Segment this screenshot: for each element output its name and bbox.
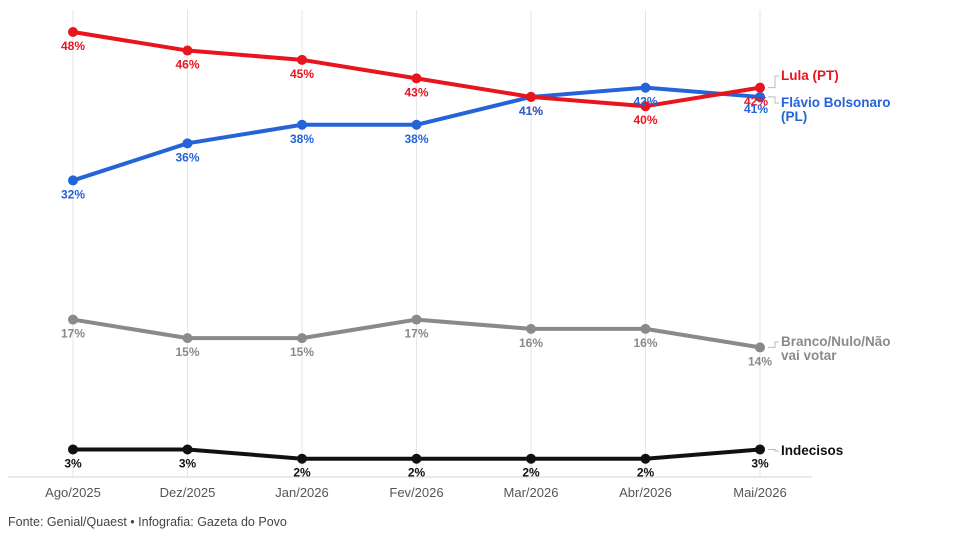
series-name-label: Lula (PT) bbox=[781, 68, 839, 83]
data-point bbox=[68, 175, 78, 186]
data-label: 15% bbox=[175, 345, 199, 359]
data-point bbox=[411, 453, 422, 464]
data-point bbox=[182, 45, 193, 56]
x-tick-label: Jan/2026 bbox=[275, 485, 329, 500]
series-0 bbox=[68, 27, 765, 112]
data-label: 42% bbox=[744, 95, 768, 109]
x-tick-label: Mar/2026 bbox=[504, 485, 559, 500]
series-name-line: (PL) bbox=[781, 109, 807, 124]
data-point bbox=[640, 82, 651, 93]
data-point bbox=[411, 73, 422, 84]
data-label: 36% bbox=[175, 150, 199, 164]
x-axis-ticks: Ago/2025 Dez/2025 Jan/2026 Fev/2026 Mar/2026… bbox=[45, 485, 787, 500]
x-tick-label: Ago/2025 bbox=[45, 485, 101, 500]
data-point bbox=[297, 453, 307, 464]
series-name-line: vai votar bbox=[781, 348, 837, 363]
data-point bbox=[68, 444, 78, 455]
series-name-label: Flávio Bolsonaro (PL) bbox=[781, 95, 891, 124]
data-label: 41% bbox=[519, 104, 543, 118]
data-point bbox=[182, 138, 193, 149]
data-point bbox=[297, 333, 307, 344]
data-point bbox=[755, 82, 765, 93]
series-label-connector bbox=[768, 341, 779, 348]
series-label-connector bbox=[768, 96, 779, 104]
data-label: 16% bbox=[633, 336, 657, 350]
series-label-connector bbox=[768, 75, 779, 89]
series-name-line: Indecisos bbox=[781, 443, 843, 458]
x-tick-label: Dez/2025 bbox=[160, 485, 216, 500]
data-point bbox=[526, 323, 536, 334]
data-point bbox=[411, 119, 422, 130]
data-labels-1: 32%36%38% 38%41%42%41% bbox=[61, 95, 768, 202]
data-labels-0: 48% 46% 45% 43% 41% 40% 42% bbox=[61, 39, 768, 127]
data-point bbox=[640, 453, 651, 464]
series-name-label: Branco/Nulo/Não vai votar bbox=[781, 334, 891, 363]
data-label: 3% bbox=[179, 456, 197, 470]
x-tick-label: Abr/2026 bbox=[619, 485, 672, 500]
data-point bbox=[755, 342, 765, 353]
series-name-line: Flávio Bolsonaro bbox=[781, 95, 891, 110]
data-point bbox=[411, 314, 422, 325]
data-point bbox=[182, 444, 193, 455]
series-2 bbox=[68, 314, 765, 353]
series-name-line: Branco/Nulo/Não bbox=[781, 334, 891, 349]
data-point bbox=[640, 323, 651, 334]
data-label: 17% bbox=[61, 327, 85, 341]
x-tick-label: Mai/2026 bbox=[733, 485, 786, 500]
series-name-line: Lula (PT) bbox=[781, 68, 839, 83]
data-label: 2% bbox=[408, 466, 426, 480]
data-label: 2% bbox=[522, 466, 540, 480]
data-label: 3% bbox=[64, 456, 82, 470]
data-label: 2% bbox=[293, 466, 311, 480]
data-label: 16% bbox=[519, 336, 543, 350]
data-point bbox=[297, 54, 307, 65]
data-label: 32% bbox=[61, 187, 85, 201]
data-label: 38% bbox=[404, 132, 428, 146]
data-labels-3: 3% 3% 2% 2% 2% 2% 3% bbox=[64, 456, 769, 479]
data-point bbox=[755, 444, 765, 455]
data-label: 2% bbox=[637, 466, 655, 480]
data-label: 40% bbox=[633, 113, 657, 127]
data-point bbox=[640, 101, 651, 112]
data-label: 15% bbox=[290, 345, 314, 359]
data-label: 38% bbox=[290, 132, 314, 146]
data-labels-2: 17% 15% 15% 17% 16% 16% 14% bbox=[61, 327, 772, 369]
data-label: 42% bbox=[633, 95, 657, 109]
data-point bbox=[68, 27, 78, 37]
series-name-label: Indecisos bbox=[781, 443, 843, 458]
data-label: 41% bbox=[519, 104, 543, 118]
data-point bbox=[182, 333, 193, 344]
data-point bbox=[526, 91, 536, 102]
source-note: Fonte: Genial/Quaest • Infografia: Gazet… bbox=[8, 515, 287, 529]
data-label: 3% bbox=[751, 456, 769, 470]
data-label: 45% bbox=[290, 67, 314, 81]
x-tick-label: Fev/2026 bbox=[389, 485, 443, 500]
data-label: 17% bbox=[404, 327, 428, 341]
series-3 bbox=[68, 444, 765, 464]
data-label: 46% bbox=[175, 58, 199, 72]
data-label: 41% bbox=[744, 102, 768, 116]
series-label-connector bbox=[768, 448, 779, 452]
data-label: 43% bbox=[404, 85, 428, 99]
data-label: 48% bbox=[61, 39, 85, 53]
data-point bbox=[755, 91, 765, 102]
data-point bbox=[68, 314, 78, 325]
data-point bbox=[526, 453, 536, 464]
data-label: 14% bbox=[748, 354, 772, 368]
data-point bbox=[297, 119, 307, 130]
